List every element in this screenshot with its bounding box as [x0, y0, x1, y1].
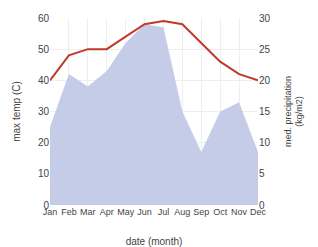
- svg-text:Nov: Nov: [231, 207, 248, 217]
- svg-text:date (month): date (month): [126, 236, 183, 247]
- svg-text:50: 50: [38, 44, 50, 55]
- svg-text:max temp (C): max temp (C): [11, 81, 22, 142]
- svg-text:Oct: Oct: [213, 207, 228, 217]
- svg-text:med. precipitation(kg/m2): med. precipitation(kg/m2): [283, 76, 305, 147]
- svg-text:20: 20: [38, 137, 50, 148]
- svg-text:Dec: Dec: [250, 207, 267, 217]
- svg-text:15: 15: [259, 106, 271, 117]
- svg-text:Jun: Jun: [137, 207, 152, 217]
- svg-text:Mar: Mar: [80, 207, 96, 217]
- svg-text:Jul: Jul: [158, 207, 170, 217]
- svg-text:5: 5: [259, 168, 265, 179]
- svg-text:Jan: Jan: [43, 207, 58, 217]
- svg-text:May: May: [117, 207, 135, 217]
- svg-text:30: 30: [38, 106, 50, 117]
- svg-text:20: 20: [259, 75, 271, 86]
- svg-text:40: 40: [38, 75, 50, 86]
- svg-text:Feb: Feb: [61, 207, 77, 217]
- svg-text:10: 10: [38, 168, 50, 179]
- svg-text:0: 0: [259, 200, 265, 211]
- svg-text:25: 25: [259, 44, 271, 55]
- svg-text:Sep: Sep: [193, 207, 209, 217]
- svg-text:60: 60: [38, 13, 50, 24]
- svg-text:0: 0: [43, 200, 49, 211]
- svg-text:Aug: Aug: [174, 207, 190, 217]
- svg-text:Apr: Apr: [100, 207, 114, 217]
- svg-text:10: 10: [259, 137, 271, 148]
- svg-text:30: 30: [259, 13, 271, 24]
